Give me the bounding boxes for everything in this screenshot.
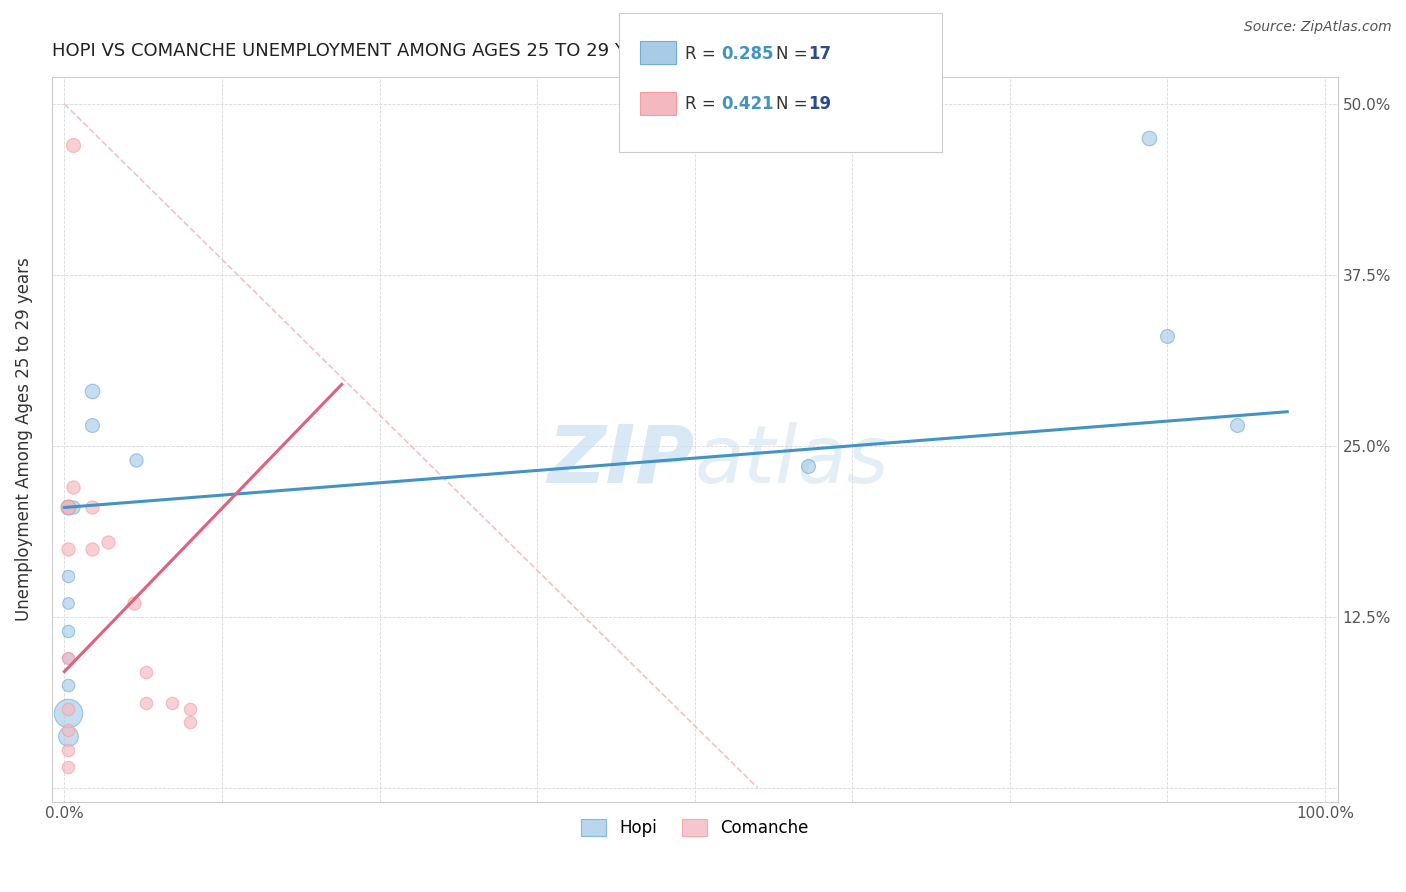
Point: [1137, 131, 1160, 145]
Text: 0.285: 0.285: [721, 45, 773, 62]
Point: [797, 459, 820, 474]
Point: [97, 534, 120, 549]
Point: [56, 701, 79, 715]
Point: [125, 452, 148, 467]
Point: [56, 569, 79, 583]
Point: [62, 138, 84, 153]
Point: [56, 541, 79, 556]
Text: N =: N =: [776, 45, 813, 62]
Legend: Hopi, Comanche: Hopi, Comanche: [574, 813, 815, 844]
Point: [1226, 418, 1249, 433]
Point: [56, 500, 79, 515]
Point: [56, 706, 79, 720]
Point: [80, 541, 103, 556]
Text: atlas: atlas: [695, 422, 890, 500]
Text: R =: R =: [685, 95, 721, 113]
Point: [122, 596, 145, 610]
Text: 0.421: 0.421: [721, 95, 773, 113]
Point: [56, 760, 79, 774]
Text: HOPI VS COMANCHE UNEMPLOYMENT AMONG AGES 25 TO 29 YEARS CORRELATION CHART: HOPI VS COMANCHE UNEMPLOYMENT AMONG AGES…: [52, 42, 873, 60]
Text: N =: N =: [776, 95, 813, 113]
Point: [80, 418, 103, 433]
Point: [179, 701, 201, 715]
Point: [1156, 329, 1178, 343]
Point: [80, 500, 103, 515]
Text: Source: ZipAtlas.com: Source: ZipAtlas.com: [1244, 20, 1392, 34]
Text: 19: 19: [808, 95, 831, 113]
Point: [56, 651, 79, 665]
Text: 17: 17: [808, 45, 831, 62]
Point: [62, 500, 84, 515]
Point: [56, 624, 79, 638]
Point: [56, 729, 79, 743]
Point: [56, 742, 79, 756]
Text: R =: R =: [685, 45, 721, 62]
Point: [62, 480, 84, 494]
Point: [56, 723, 79, 738]
Point: [56, 500, 79, 515]
Y-axis label: Unemployment Among Ages 25 to 29 years: Unemployment Among Ages 25 to 29 years: [15, 257, 32, 621]
Point: [135, 665, 157, 679]
Text: ZIP: ZIP: [547, 422, 695, 500]
Point: [56, 596, 79, 610]
Point: [160, 696, 183, 710]
Point: [179, 715, 201, 730]
Point: [135, 696, 157, 710]
Point: [56, 678, 79, 692]
Point: [56, 500, 79, 515]
Point: [56, 500, 79, 515]
Point: [80, 384, 103, 399]
Point: [56, 651, 79, 665]
